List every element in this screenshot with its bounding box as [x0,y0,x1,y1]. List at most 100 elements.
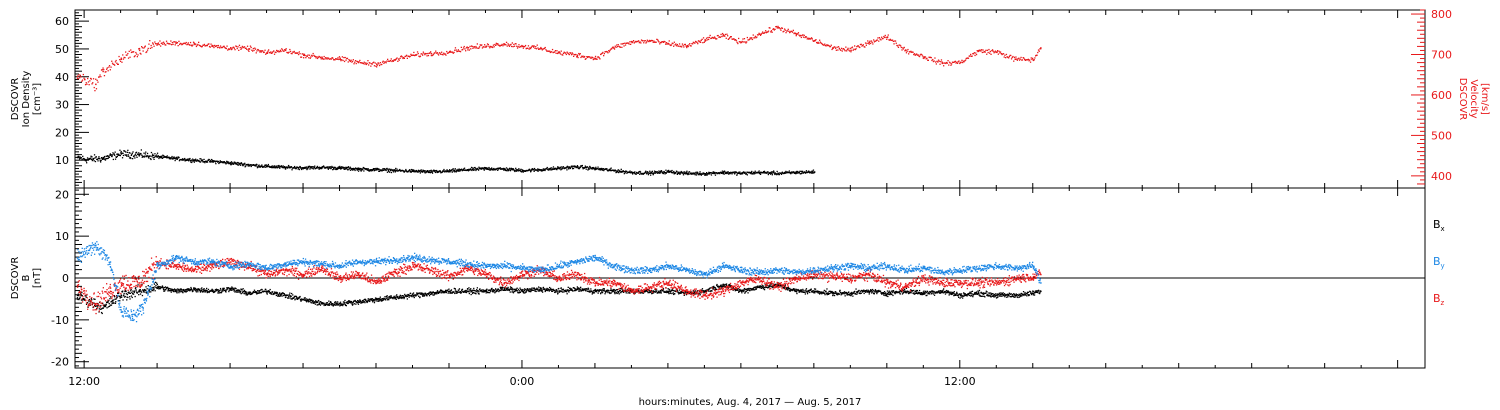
velocity-series-point [850,49,852,52]
left-axis-label: Ion Density [21,71,32,128]
bz-series-point [667,282,670,284]
by-series-point [357,261,360,263]
ion-density-series-point [722,171,725,174]
velocity-series-point [978,50,980,52]
bz-series-point [230,261,232,263]
bx-series-point [722,284,725,286]
bz-series-point [109,290,112,293]
bx-series-point [193,288,196,290]
velocity-series-point [777,27,779,29]
by-series-point [376,261,378,263]
bx-series-point [759,286,761,288]
velocity-series-point [996,51,998,53]
bx-series-point [449,290,451,293]
by-series [76,241,1042,323]
ion-density-series-point [284,166,287,169]
bz-series-point [923,278,925,280]
by-series-point [540,269,542,272]
by-series-point [412,257,414,259]
by-series-point [759,271,761,274]
bz-series-point [868,273,871,276]
velocity-series-point [759,33,761,35]
by-series-point [722,265,725,267]
by-series-point [503,265,506,267]
bx-series-point [175,290,177,293]
bz-series-point [886,282,889,284]
by-series-point [303,261,305,263]
ion-density-series-point [303,167,305,169]
bx-series-point [485,290,487,293]
velocity-series-point [667,43,670,45]
ion-density-series-point [321,166,323,169]
ion-density-series-point [631,171,633,174]
velocity-series-point [959,61,962,64]
velocity-series-point [631,41,633,44]
bz-series-point [996,282,998,284]
bx-series-point [248,292,250,295]
bx-series-point [120,294,123,297]
ion-density-series-point [430,171,433,173]
bx-series-point [886,292,889,295]
ion-density-series-point [576,166,579,168]
ion-density-series-point [76,156,79,159]
velocity-series-point [412,54,414,56]
velocity-series-point [594,57,597,60]
bx-series-point [667,290,670,293]
velocity-series-point [1014,58,1016,60]
by-series-point [576,261,579,263]
velocity-series-point [485,45,487,48]
by-series-point [109,261,112,263]
ion-density-series-point [740,172,743,175]
velocity-series-point [430,52,433,55]
ion-density-series-point [777,172,779,175]
bz-series-point [95,303,97,305]
velocity-series-point [376,63,378,65]
velocity-series-point [558,52,560,54]
by-series-point [686,269,688,272]
bz-series-point [1014,278,1016,280]
by-series-point [832,267,834,269]
by-series-point [266,267,269,269]
bz-series-point [740,282,743,284]
by-series-point [95,244,97,246]
right-axis-label: Velocity [1468,79,1479,118]
ion-density-series-point [649,172,652,174]
ion-density-series-point [412,170,414,172]
left-axis-label: DSCOVR [10,78,21,121]
left-axis-tick-label: 60 [55,15,69,28]
right-axis-tick-label: 500 [1431,129,1452,142]
left-axis-tick-label: 30 [55,99,69,112]
bz-series-point [467,267,469,269]
ion-density-series-point [667,171,670,173]
by-series-point [467,263,469,265]
bz-series-point [449,275,451,278]
left-axis-tick-label: 50 [55,43,69,56]
by-series-point [131,315,134,318]
by-series-point [321,263,323,265]
bx-series-point [978,292,980,295]
bx-series-point [522,290,524,293]
velocity-series-point [795,33,798,35]
ion-density-series-point [704,173,706,175]
by-series-point [1014,267,1016,269]
bx-series-point [211,290,214,293]
field-axis-tick-label: -10 [51,314,69,327]
bx-series-point [594,290,597,293]
by-series-point [157,265,159,267]
bx-series-point [740,290,743,293]
by-series-point [76,257,79,259]
velocity-series-point [449,51,451,53]
velocity-series-point [102,70,104,73]
velocity-series-point [649,40,652,42]
velocity-series-point [740,41,743,44]
bx-series-point [467,290,469,293]
velocity-series-point [503,43,506,45]
x-tick-label: 12:00 [68,375,100,388]
by-series-point [886,265,889,267]
by-series-point [430,259,433,261]
bx-series-point [850,292,852,295]
bz-series-point [76,286,79,288]
bx-series-point [102,307,104,309]
field-axis-tick-label: 10 [55,230,69,243]
bz-series-point [704,294,706,297]
